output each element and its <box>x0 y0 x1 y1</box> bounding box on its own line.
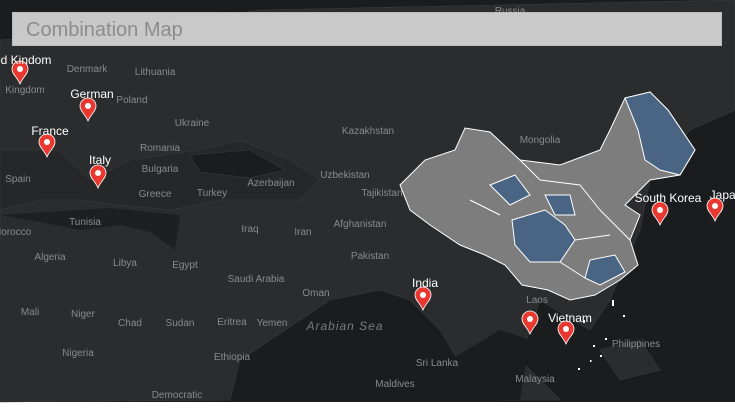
pin-dot <box>85 103 91 109</box>
marker-pin[interactable] <box>706 197 724 223</box>
marker-label: France <box>31 124 69 138</box>
bottom-edge <box>0 402 735 409</box>
marker-label: India <box>412 276 438 290</box>
country-label: Laos <box>526 295 548 306</box>
pin-dot <box>17 66 23 72</box>
country-label: Russia <box>495 6 526 17</box>
country-label: Malaysia <box>515 374 555 385</box>
country-label: Tunisia <box>69 217 101 228</box>
country-label: Maldives <box>375 379 414 390</box>
country-label: Iran <box>294 227 311 238</box>
marker-label: Italy <box>89 153 111 167</box>
country-label: Egypt <box>172 260 198 271</box>
marker-pin[interactable] <box>11 60 29 86</box>
pin-shape <box>79 97 97 123</box>
pin-shape <box>414 286 432 312</box>
country-label: Chad <box>118 318 142 329</box>
china <box>399 91 696 301</box>
pin-dot <box>563 326 569 332</box>
country-label: Morocco <box>0 227 32 238</box>
marker-pin[interactable] <box>38 133 56 159</box>
map-title: Combination Map <box>26 19 183 41</box>
country-label: Bulgaria <box>142 164 179 175</box>
pin-dot <box>657 207 663 213</box>
country-label: Denmark <box>67 64 109 75</box>
sea-label: Arabian Sea <box>305 319 383 333</box>
mediterranean <box>0 208 180 250</box>
markers: United Kindom German France Italy India Vietn… <box>0 53 735 346</box>
country-label: Mongolia <box>520 135 561 146</box>
country-label: Poland <box>116 95 147 106</box>
marker-pin[interactable] <box>89 164 107 190</box>
country-label: Ethiopia <box>214 352 251 363</box>
country-label: Spain <box>5 174 31 185</box>
country-label: Ukraine <box>175 118 210 129</box>
marker-pin[interactable] <box>414 286 432 312</box>
country-label: Afghanistan <box>334 219 387 230</box>
country-label: Sri Lanka <box>416 358 459 369</box>
bay-of-bengal <box>440 330 530 400</box>
marker-pin[interactable] <box>557 320 575 346</box>
country-label: Greece <box>139 189 172 200</box>
country-label: Lithuania <box>135 67 176 78</box>
pin-shape <box>557 320 575 346</box>
country-label: Kazakhstan <box>342 126 394 137</box>
arabian-sea <box>290 300 430 400</box>
pin-dot <box>712 203 718 209</box>
pin-shape <box>11 60 29 86</box>
map-labels: Russia Denmark Lithuania Kingdom Poland Ukrai… <box>0 6 660 401</box>
country-label: Democratic <box>152 390 203 401</box>
country-label: Mali <box>21 307 39 318</box>
pin-shape <box>706 197 724 223</box>
marker-label: Vietnam <box>548 311 592 325</box>
marker-label: South Korea <box>635 191 702 205</box>
country-label: Libya <box>113 258 137 269</box>
country-label: Azerbaijan <box>247 178 294 189</box>
marker-label: United Kindom <box>0 53 51 67</box>
country-label: Oman <box>302 288 329 299</box>
marker-label: German <box>70 87 113 101</box>
country-label: Saudi Arabia <box>228 274 285 285</box>
marker-label: Japan <box>710 188 735 202</box>
country-label: Algeria <box>34 252 66 263</box>
country-label: Sudan <box>166 318 195 329</box>
country-label: Turkey <box>197 188 227 199</box>
country-label: Philippines <box>612 339 660 350</box>
pin-shape <box>89 164 107 190</box>
marker-pin[interactable] <box>79 97 97 123</box>
pin-shape <box>651 201 669 227</box>
country-label: Romania <box>140 143 180 154</box>
country-label: Kingdom <box>5 85 44 96</box>
country-label: Uzbekistan <box>320 170 369 181</box>
pin-dot <box>420 292 426 298</box>
pin-shape <box>38 133 56 159</box>
country-label: Niger <box>71 309 96 320</box>
country-label: Tajikistan <box>361 188 402 199</box>
country-label: Yemen <box>257 318 288 329</box>
title-bar: Combination Map <box>12 12 722 46</box>
pin-dot <box>44 139 50 145</box>
marker-pin[interactable] <box>651 201 669 227</box>
country-label: Eritrea <box>217 317 247 328</box>
islands <box>578 300 625 370</box>
country-label: Iraq <box>241 224 258 235</box>
pin-dot <box>95 170 101 176</box>
country-label: Nigeria <box>62 348 94 359</box>
marker-pin[interactable] <box>521 310 539 336</box>
country-label: Pakistan <box>351 251 389 262</box>
